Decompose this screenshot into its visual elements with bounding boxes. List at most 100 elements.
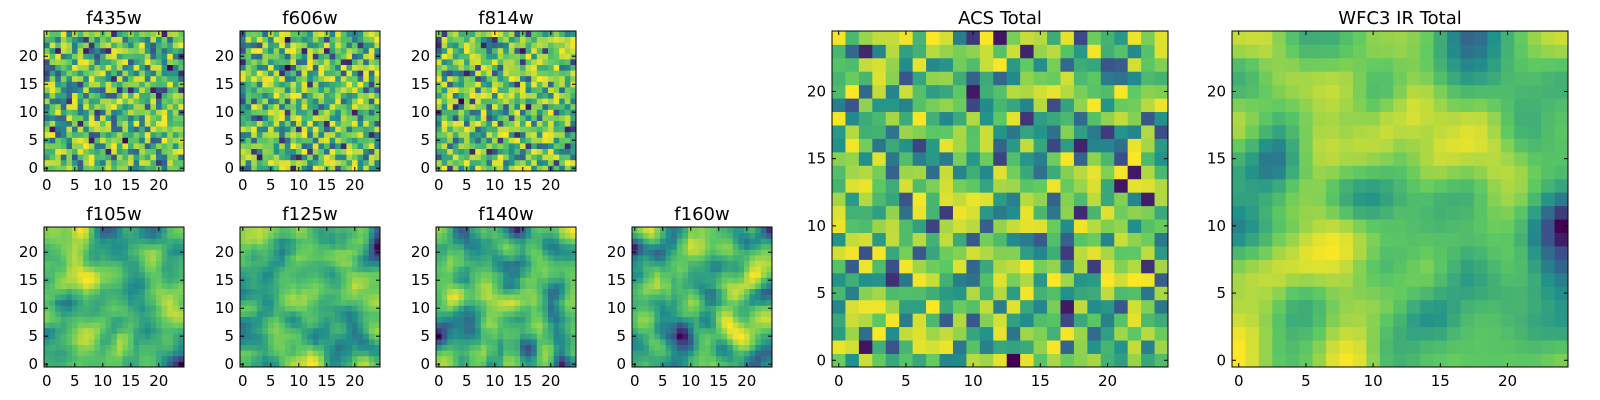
heatmap-cell: [475, 249, 482, 256]
heatmap-cell: [458, 288, 465, 295]
heatmap-cell: [480, 148, 487, 155]
heatmap-cell: [368, 120, 375, 127]
heatmap-cell: [44, 75, 50, 82]
heatmap-cell: [368, 350, 375, 357]
heatmap-cell: [318, 53, 325, 60]
heatmap-cell: [312, 109, 319, 116]
heatmap-cell: [732, 339, 739, 345]
heatmap-cell: [688, 322, 694, 329]
heatmap-cell: [72, 42, 78, 49]
heatmap-cell: [128, 143, 134, 149]
heatmap-cell: [324, 59, 330, 65]
heatmap-cell: [318, 266, 325, 273]
heatmap-cell: [553, 339, 560, 345]
heatmap-cell: [94, 232, 101, 239]
heatmap-cell: [279, 283, 286, 289]
heatmap-cell: [654, 333, 661, 340]
heatmap-cell: [312, 137, 319, 144]
heatmap-cell: [279, 288, 286, 295]
heatmap-cell: [531, 322, 538, 329]
heatmap-cell: [251, 148, 258, 155]
heatmap-cell: [133, 75, 140, 82]
heatmap-cell: [643, 311, 650, 317]
heatmap-cell: [273, 115, 280, 121]
heatmap-cell: [178, 283, 185, 289]
heatmap-cell: [77, 238, 84, 245]
heatmap-cell: [268, 350, 274, 357]
heatmap-cell: [178, 47, 185, 54]
heatmap-cell: [979, 259, 994, 274]
heatmap-cell: [436, 36, 442, 43]
heatmap-cell: [122, 75, 129, 82]
heatmap-cell: [514, 243, 521, 250]
heatmap-cell: [374, 31, 381, 37]
heatmap-cell: [256, 31, 263, 37]
heatmap-cell: [452, 70, 459, 77]
heatmap-cell: [1114, 205, 1129, 220]
heatmap-cell: [335, 53, 342, 60]
heatmap-cell: [105, 327, 112, 334]
heatmap-cell: [256, 143, 263, 149]
heatmap-cell: [716, 333, 722, 340]
heatmap-cell: [760, 227, 767, 233]
heatmap-cell: [240, 36, 246, 43]
heatmap-cell: [939, 178, 954, 193]
x-tick-label: 10: [93, 372, 112, 390]
heatmap-cell: [480, 243, 487, 250]
heatmap-cell: [77, 109, 84, 116]
heatmap-cell: [1141, 313, 1155, 328]
heatmap-cell: [49, 316, 56, 323]
heatmap-cell: [72, 126, 78, 133]
heatmap-cell: [245, 311, 252, 317]
heatmap-cell: [536, 59, 543, 65]
heatmap-cell: [699, 232, 706, 239]
heatmap-cell: [1154, 205, 1169, 220]
heatmap-cell: [368, 249, 375, 256]
heatmap-cell: [318, 271, 325, 278]
heatmap-cell: [721, 299, 728, 306]
heatmap-cell: [49, 305, 56, 312]
heatmap-cell: [363, 238, 370, 245]
heatmap-cell: [475, 98, 482, 105]
heatmap-cell: [111, 42, 118, 49]
heatmap-cell: [128, 109, 134, 116]
heatmap-cell: [296, 70, 302, 77]
heatmap-cell: [352, 350, 358, 357]
heatmap-cell: [671, 238, 678, 245]
heatmap-cell: [139, 294, 146, 301]
heatmap-cell: [693, 249, 700, 256]
heatmap-cell: [301, 327, 308, 334]
heatmap-cell: [44, 36, 50, 43]
heatmap-cell: [301, 238, 308, 245]
heatmap-cell: [77, 159, 84, 166]
heatmap-cell: [60, 316, 67, 323]
heatmap-cell: [133, 143, 140, 149]
heatmap-cell: [553, 154, 560, 161]
heatmap-cell: [368, 148, 375, 155]
heatmap-cell: [492, 243, 498, 250]
heatmap-cell: [514, 42, 521, 49]
heatmap-cell: [503, 98, 510, 105]
heatmap-cell: [268, 238, 274, 245]
heatmap-cell: [570, 316, 577, 323]
heatmap-cell: [167, 271, 174, 278]
heatmap-cell: [256, 115, 263, 121]
heatmap-cell: [94, 165, 101, 172]
heatmap-cell: [682, 327, 689, 334]
heatmap-cell: [324, 238, 330, 245]
heatmap-cell: [83, 344, 90, 351]
panel-title: f160w: [674, 204, 729, 225]
heatmap-cell: [755, 299, 762, 306]
heatmap-cell: [290, 126, 297, 133]
heatmap-cell: [133, 70, 140, 77]
heatmap-cell: [161, 333, 168, 340]
heatmap-cell: [682, 299, 689, 306]
heatmap-cell: [284, 260, 291, 267]
heatmap-cell: [133, 31, 140, 37]
heatmap-cell: [268, 131, 274, 138]
heatmap-cell: [312, 87, 319, 93]
heatmap-cell: [352, 59, 358, 65]
heatmap-cell: [60, 243, 67, 250]
heatmap-cell: [72, 81, 78, 88]
heatmap-cell: [324, 355, 330, 362]
